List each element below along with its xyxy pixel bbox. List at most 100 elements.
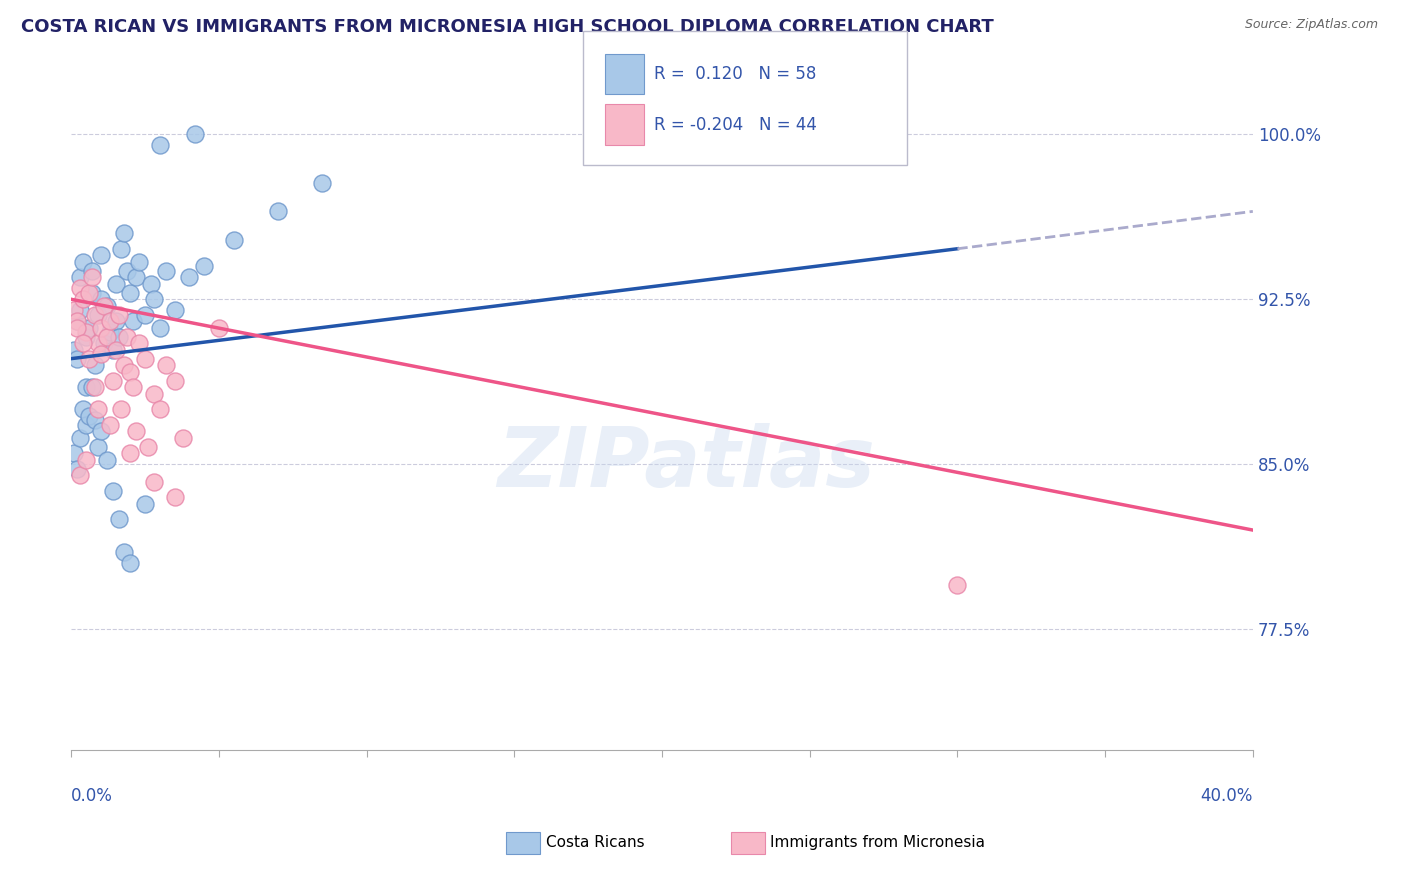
Point: [117, 329, 139, 343]
Point: [149, 402, 172, 417]
Point: [104, 314, 127, 328]
Point: [87, 336, 110, 351]
Point: [112, 358, 135, 372]
Point: [98, 314, 121, 328]
Point: [77, 351, 100, 366]
Point: [90, 293, 112, 307]
Text: 0.0%: 0.0%: [72, 788, 112, 805]
Point: [163, 303, 186, 318]
Point: [120, 285, 142, 300]
Point: [87, 402, 110, 417]
Point: [112, 227, 135, 241]
Point: [142, 475, 165, 489]
Point: [110, 242, 132, 256]
Point: [77, 285, 100, 300]
Point: [96, 452, 118, 467]
Point: [136, 440, 159, 454]
Point: [134, 497, 156, 511]
Point: [93, 336, 115, 351]
Text: Source: ZipAtlas.com: Source: ZipAtlas.com: [1244, 18, 1378, 31]
Point: [90, 424, 112, 438]
Point: [63, 446, 86, 460]
Point: [72, 293, 94, 307]
Point: [163, 490, 186, 504]
Point: [83, 413, 105, 427]
Point: [222, 233, 245, 247]
Point: [120, 365, 142, 379]
Point: [72, 255, 94, 269]
Point: [155, 358, 177, 372]
Point: [149, 321, 172, 335]
Text: COSTA RICAN VS IMMIGRANTS FROM MICRONESIA HIGH SCHOOL DIPLOMA CORRELATION CHART: COSTA RICAN VS IMMIGRANTS FROM MICRONESI…: [21, 18, 994, 36]
Point: [63, 343, 86, 357]
Point: [267, 204, 290, 219]
Point: [179, 270, 201, 285]
Point: [83, 358, 105, 372]
Point: [104, 343, 127, 357]
Point: [66, 314, 89, 328]
Point: [184, 128, 207, 142]
Point: [69, 431, 91, 445]
Point: [142, 386, 165, 401]
Point: [66, 351, 89, 366]
Point: [107, 329, 129, 343]
Point: [72, 402, 94, 417]
Point: [75, 417, 97, 432]
Point: [83, 380, 105, 394]
Point: [117, 264, 139, 278]
Point: [134, 308, 156, 322]
Point: [75, 325, 97, 339]
Point: [75, 452, 97, 467]
Point: [66, 461, 89, 475]
Point: [101, 483, 124, 498]
Text: R = -0.204   N = 44: R = -0.204 N = 44: [654, 116, 817, 134]
Point: [96, 299, 118, 313]
Point: [80, 285, 103, 300]
Point: [90, 347, 112, 361]
Point: [101, 374, 124, 388]
Point: [193, 260, 215, 274]
Text: R =  0.120   N = 58: R = 0.120 N = 58: [654, 65, 815, 83]
Text: 40.0%: 40.0%: [1201, 788, 1253, 805]
Point: [69, 303, 91, 318]
Point: [125, 270, 148, 285]
Point: [69, 270, 91, 285]
Point: [90, 248, 112, 262]
Point: [128, 336, 150, 351]
Point: [120, 556, 142, 570]
Point: [77, 409, 100, 423]
Point: [72, 336, 94, 351]
Text: Costa Ricans: Costa Ricans: [546, 836, 644, 850]
Point: [208, 321, 231, 335]
Point: [112, 545, 135, 559]
Point: [96, 329, 118, 343]
Point: [155, 264, 177, 278]
Point: [83, 308, 105, 322]
Point: [87, 308, 110, 322]
Point: [98, 417, 121, 432]
Point: [75, 329, 97, 343]
Point: [128, 255, 150, 269]
Point: [142, 293, 165, 307]
Point: [69, 468, 91, 483]
Point: [80, 270, 103, 285]
Point: [98, 325, 121, 339]
Point: [311, 176, 333, 190]
Point: [173, 431, 195, 445]
Point: [90, 321, 112, 335]
Point: [66, 314, 89, 328]
Point: [120, 446, 142, 460]
Point: [134, 351, 156, 366]
Point: [107, 512, 129, 526]
Point: [139, 277, 162, 291]
Point: [110, 402, 132, 417]
Point: [101, 343, 124, 357]
Point: [122, 380, 145, 394]
Text: Immigrants from Micronesia: Immigrants from Micronesia: [770, 836, 986, 850]
Point: [125, 424, 148, 438]
Point: [946, 578, 969, 592]
Point: [66, 321, 89, 335]
Point: [149, 138, 172, 153]
Point: [75, 380, 97, 394]
Point: [107, 308, 129, 322]
